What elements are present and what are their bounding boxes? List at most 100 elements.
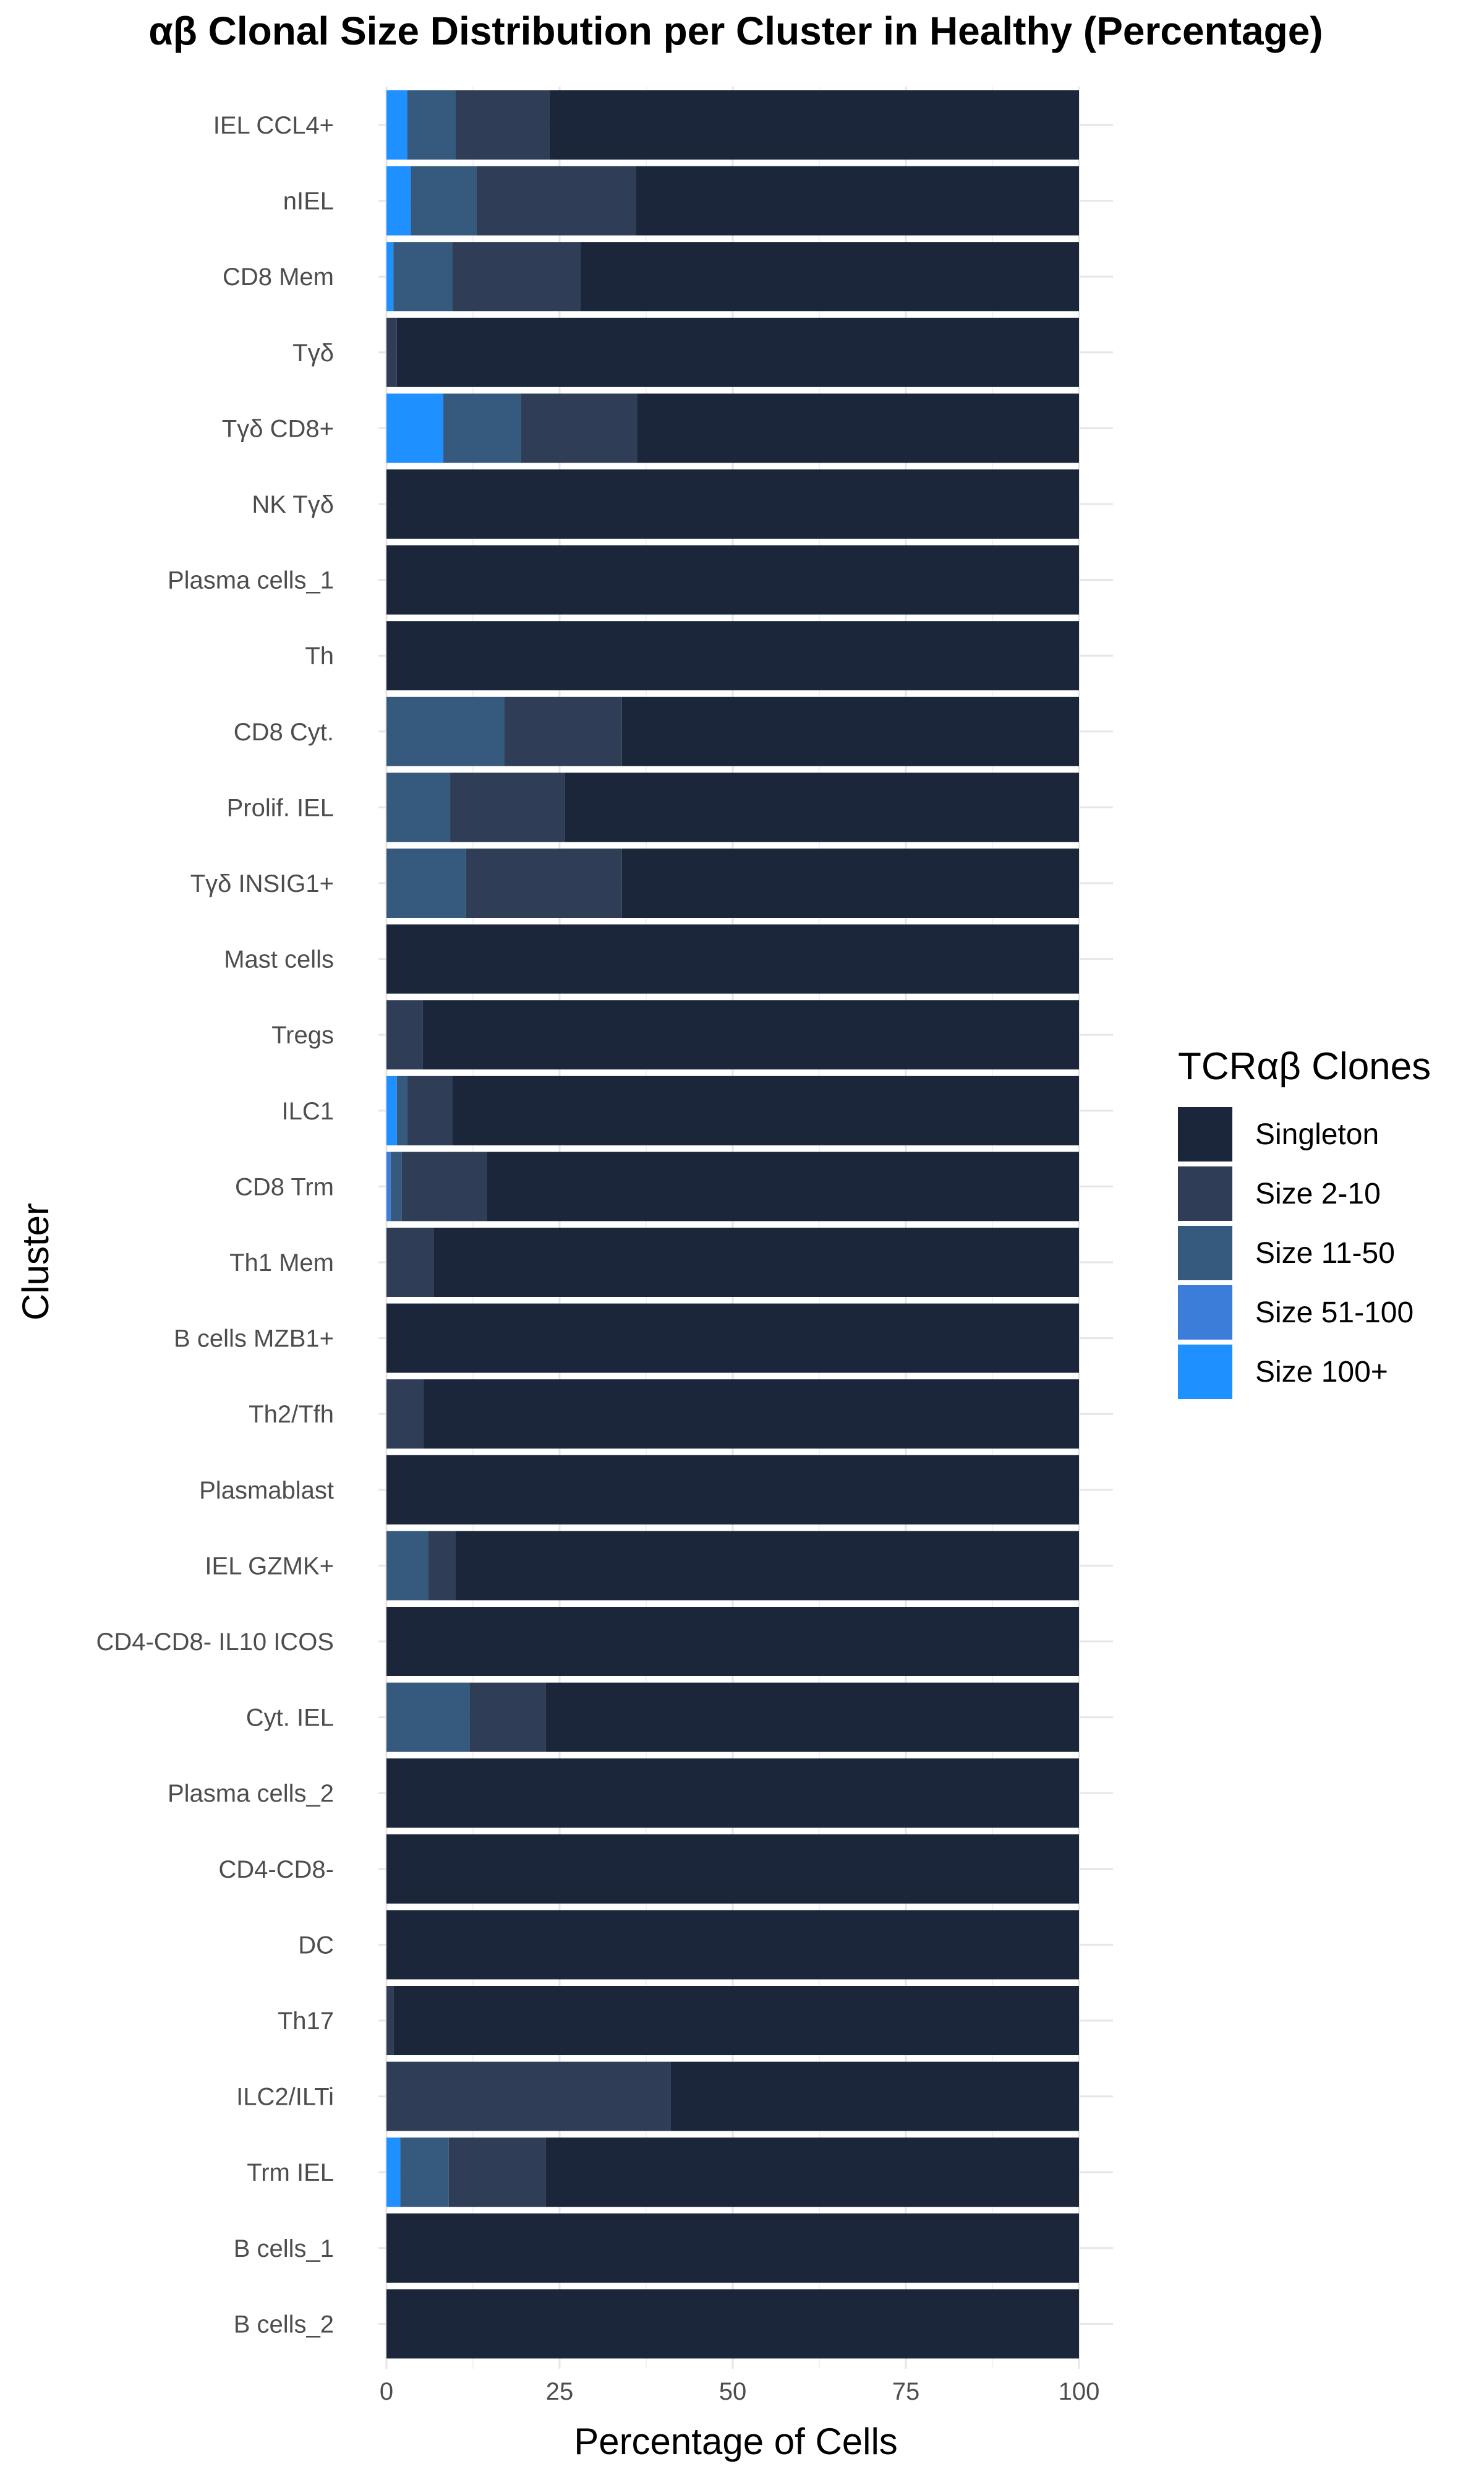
bar-segment xyxy=(452,1076,1079,1145)
x-tick-labels: 0 25 50 75 100 xyxy=(380,2378,1100,2405)
bar-segment xyxy=(621,849,1079,918)
bar-segment xyxy=(386,1152,391,1221)
bar-segment xyxy=(396,317,1079,387)
legend-label: Size 51-100 xyxy=(1255,1296,1414,1329)
bar-segment xyxy=(386,1000,423,1070)
y-tick-label: Tγδ CD8+ xyxy=(222,415,334,442)
legend-label: Size 11-50 xyxy=(1255,1237,1395,1270)
bar-segment xyxy=(621,696,1079,766)
bar-segment xyxy=(386,1758,1079,1828)
y-tick-label: Plasma cells_1 xyxy=(168,567,334,594)
bar-segment xyxy=(386,393,443,463)
bar-segment xyxy=(386,772,451,842)
y-tick-label: Th2/Tfh xyxy=(249,1401,334,1428)
bar-segment xyxy=(549,90,1079,160)
bar-segment xyxy=(386,469,1079,539)
bar-segment xyxy=(670,2061,1079,2131)
bar-segment xyxy=(386,1303,1079,1373)
bars xyxy=(386,90,1080,2359)
bar-segment xyxy=(386,317,397,387)
bar-segment xyxy=(386,1455,1079,1525)
y-tick-label: Prolif. IEL xyxy=(227,794,334,821)
y-tick-label: IEL GZMK+ xyxy=(205,1552,334,1580)
bar-segment xyxy=(487,1152,1079,1221)
y-tick-label: B cells_2 xyxy=(234,2311,334,2338)
legend-swatch xyxy=(1178,1166,1232,1221)
bar-segment xyxy=(424,1379,1079,1449)
bar-segment xyxy=(407,1076,453,1145)
y-tick-label: Trm IEL xyxy=(247,2159,334,2186)
bar-segment xyxy=(386,1834,1079,1904)
y-tick-label: DC xyxy=(298,1932,334,1959)
bar-segment xyxy=(386,924,1079,994)
bar-segment xyxy=(504,696,622,766)
bar-segment xyxy=(386,2061,671,2131)
bar-segment xyxy=(565,772,1079,842)
y-tick-label: CD8 Cyt. xyxy=(234,719,334,746)
legend-swatch xyxy=(1178,1107,1232,1161)
y-tick-label: ILC2/ILTi xyxy=(236,2084,334,2111)
bar-segment xyxy=(466,849,622,918)
x-tick-label: 100 xyxy=(1059,2378,1100,2405)
bar-segment xyxy=(386,242,394,312)
y-tick-label: NK Tγδ xyxy=(252,491,334,518)
bar-segment xyxy=(386,90,407,160)
legend-swatch xyxy=(1178,1226,1232,1280)
bar-segment xyxy=(545,1682,1079,1752)
bar-segment xyxy=(521,393,638,463)
y-tick-label: ILC1 xyxy=(282,1098,335,1125)
bar-segment xyxy=(580,242,1079,312)
bar-segment xyxy=(433,1228,1080,1297)
bar-segment xyxy=(545,2137,1079,2207)
bar-segment xyxy=(386,1910,1079,1980)
bar-segment xyxy=(396,1076,407,1145)
chart-title: αβ Clonal Size Distribution per Cluster … xyxy=(148,9,1323,53)
y-tick-label: Tregs xyxy=(271,1022,334,1049)
y-tick-label: B cells_1 xyxy=(234,2235,334,2262)
y-tick-label: Th17 xyxy=(278,2008,334,2035)
bar-segment xyxy=(456,90,550,160)
x-tick-label: 0 xyxy=(380,2378,393,2405)
legend-label: Size 100+ xyxy=(1255,1356,1388,1388)
bar-segment xyxy=(428,1531,456,1601)
legend-label: Singleton xyxy=(1255,1118,1379,1151)
y-tick-label: Plasma cells_2 xyxy=(168,1780,334,1807)
legend: TCRαβ Clones Singleton Size 2-10 Size 11-5… xyxy=(1178,1045,1431,1399)
bar-segment xyxy=(448,2137,546,2207)
y-tick-label: CD4-CD8- IL10 ICOS xyxy=(96,1628,334,1656)
y-tick-label: CD8 Mem xyxy=(223,263,334,291)
bar-segment xyxy=(386,166,411,236)
bar-segment xyxy=(386,849,466,918)
bar-segment xyxy=(393,242,453,312)
x-tick-label: 25 xyxy=(546,2378,574,2405)
y-tick-label: B cells MZB1+ xyxy=(174,1325,334,1353)
bar-segment xyxy=(411,166,477,236)
y-tick-label: nIEL xyxy=(283,188,334,215)
bar-segment xyxy=(386,1607,1079,1676)
bar-segment xyxy=(476,166,636,236)
bar-segment xyxy=(386,545,1079,615)
bar-segment xyxy=(401,1152,487,1221)
y-tick-label: Th1 Mem xyxy=(229,1249,334,1277)
x-tick-label: 75 xyxy=(892,2378,920,2405)
y-tick-label: Cyt. IEL xyxy=(246,1705,334,1732)
bar-segment xyxy=(386,2213,1079,2283)
bar-segment xyxy=(422,1000,1079,1070)
y-tick-label: CD4-CD8- xyxy=(218,1856,334,1883)
bar-segment xyxy=(386,1531,429,1601)
x-tick-label: 50 xyxy=(719,2378,747,2405)
bar-segment xyxy=(407,90,456,160)
y-tick-label: IEL CCL4+ xyxy=(213,112,334,139)
bar-segment xyxy=(393,1986,1080,2055)
bar-segment xyxy=(443,393,521,463)
y-tick-label: Tγδ xyxy=(292,340,334,367)
bar-segment xyxy=(386,2137,401,2207)
bar-segment xyxy=(386,1379,424,1449)
bar-segment xyxy=(386,1076,397,1145)
legend-label: Size 2-10 xyxy=(1255,1178,1381,1210)
bar-segment xyxy=(452,242,581,312)
bar-segment xyxy=(400,2137,449,2207)
bar-segment xyxy=(386,696,505,766)
